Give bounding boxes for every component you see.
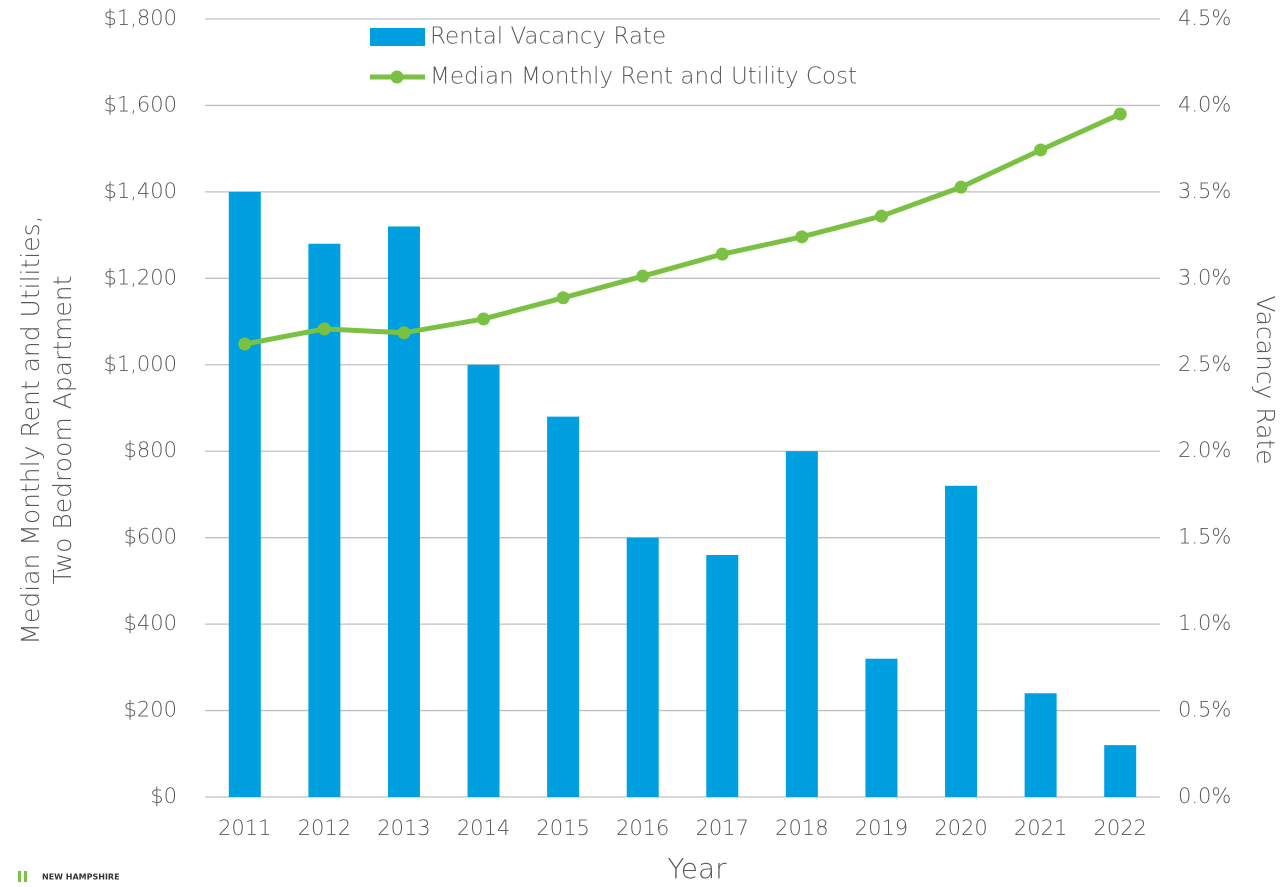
y-tick-label: $1,800 bbox=[104, 6, 177, 30]
x-axis-title: Year bbox=[667, 852, 727, 885]
marker bbox=[636, 269, 650, 283]
y-tick-label: $1,200 bbox=[104, 265, 177, 289]
y2-tick-label: 3.0% bbox=[1178, 265, 1231, 289]
y-tick-label: $400 bbox=[124, 611, 177, 635]
bar bbox=[228, 191, 261, 797]
bar bbox=[626, 537, 659, 797]
y2-tick-label: 0.0% bbox=[1178, 784, 1231, 808]
marker bbox=[397, 326, 411, 340]
y2-tick-label: 2.5% bbox=[1178, 352, 1231, 376]
y-tick-label: $800 bbox=[124, 438, 177, 462]
y2-tick-label: 4.0% bbox=[1178, 92, 1231, 116]
y2-tick-label: 3.5% bbox=[1178, 179, 1231, 203]
y-axis-title: Two Bedroom Apartment bbox=[48, 276, 77, 585]
bar bbox=[945, 485, 978, 797]
marker bbox=[317, 322, 331, 336]
bar bbox=[387, 226, 420, 797]
x-tick-label: 2022 bbox=[1093, 816, 1146, 840]
legend-swatch bbox=[370, 28, 425, 46]
bar bbox=[1024, 693, 1057, 797]
y-tick-label: $600 bbox=[124, 525, 177, 549]
logo-text: NEW HAMPSHIRE bbox=[42, 873, 120, 882]
x-tick-label: 2015 bbox=[536, 816, 589, 840]
legend-swatch bbox=[390, 70, 404, 84]
legend-label: Rental Vacancy Rate bbox=[430, 24, 666, 50]
marker bbox=[795, 230, 809, 244]
y2-tick-label: 1.5% bbox=[1178, 525, 1231, 549]
y2-tick-label: 1.0% bbox=[1178, 611, 1231, 635]
marker bbox=[1034, 143, 1048, 157]
x-tick-label: 2018 bbox=[775, 816, 828, 840]
legend-label: Median Monthly Rent and Utility Cost bbox=[430, 64, 857, 90]
marker bbox=[477, 312, 491, 326]
bar bbox=[1104, 745, 1137, 797]
x-tick-label: 2016 bbox=[616, 816, 669, 840]
bar bbox=[547, 416, 580, 797]
marker bbox=[556, 291, 570, 305]
x-tick-label: 2021 bbox=[1014, 816, 1067, 840]
y-tick-label: $1,000 bbox=[104, 352, 177, 376]
y2-tick-label: 0.5% bbox=[1178, 698, 1231, 722]
bar bbox=[785, 451, 818, 797]
x-tick-label: 2012 bbox=[298, 816, 351, 840]
logo-bar bbox=[24, 871, 27, 882]
marker bbox=[715, 247, 729, 261]
x-tick-label: 2020 bbox=[934, 816, 987, 840]
y2-axis-title: Vacancy Rate bbox=[1251, 295, 1280, 464]
y-tick-label: $0 bbox=[150, 784, 177, 808]
x-tick-label: 2017 bbox=[696, 816, 749, 840]
x-tick-label: 2014 bbox=[457, 816, 510, 840]
x-tick-label: 2011 bbox=[218, 816, 271, 840]
bar bbox=[467, 364, 500, 797]
x-tick-label: 2013 bbox=[377, 816, 430, 840]
y-tick-label: $1,600 bbox=[104, 92, 177, 116]
bar bbox=[308, 243, 341, 797]
marker bbox=[874, 209, 888, 223]
marker bbox=[954, 180, 968, 194]
bar bbox=[706, 554, 739, 797]
y-tick-label: $1,400 bbox=[104, 179, 177, 203]
line bbox=[244, 111, 1122, 347]
y2-tick-label: 4.5% bbox=[1178, 6, 1231, 30]
y-axis-title: Median Monthly Rent and Utilities, bbox=[16, 215, 45, 644]
y-tick-label: $200 bbox=[124, 698, 177, 722]
logo-bar bbox=[18, 871, 21, 882]
marker bbox=[238, 337, 252, 351]
bar bbox=[865, 658, 898, 797]
x-tick-label: 2019 bbox=[855, 816, 908, 840]
marker bbox=[1113, 107, 1127, 121]
y2-tick-label: 2.0% bbox=[1178, 438, 1231, 462]
